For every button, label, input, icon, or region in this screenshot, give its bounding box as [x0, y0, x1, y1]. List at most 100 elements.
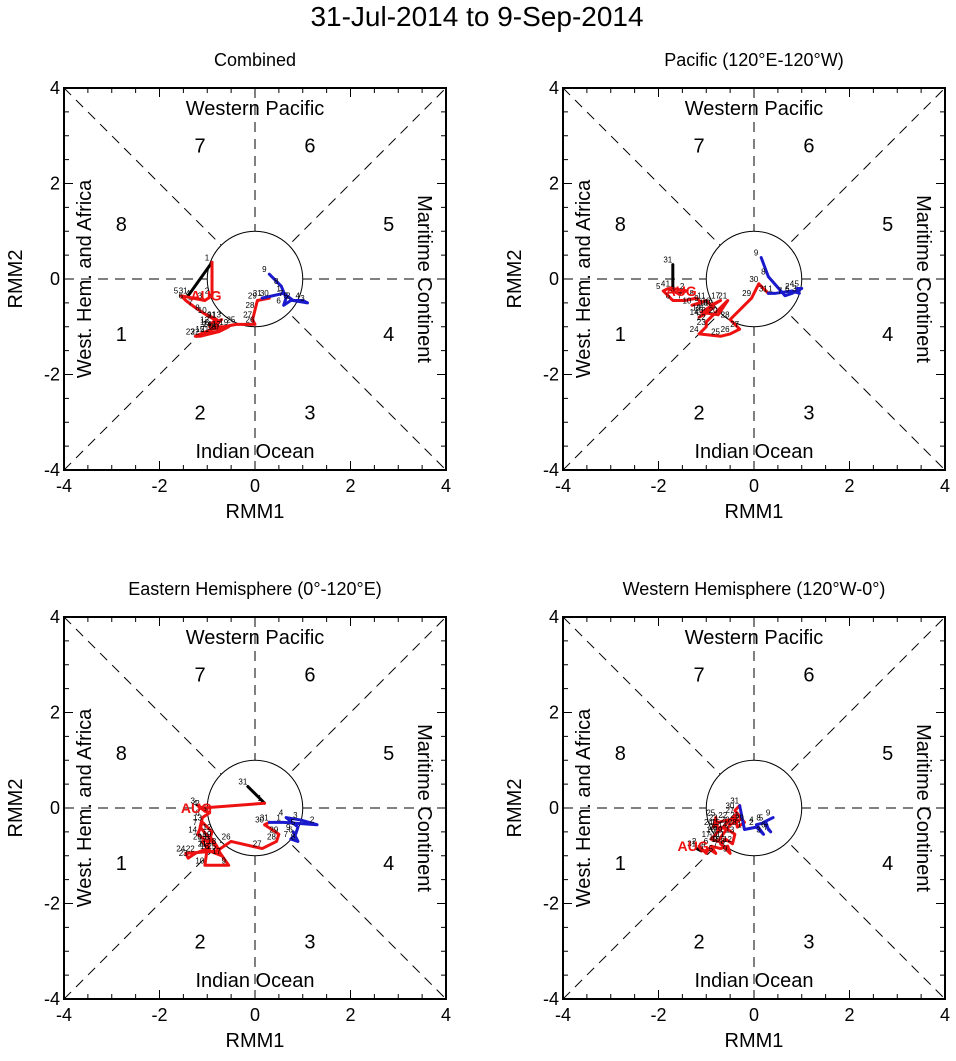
day-label: 28 [267, 832, 276, 841]
day-label: 6 [666, 291, 671, 300]
day-label: 3 [300, 294, 305, 303]
day-label: 7 [763, 823, 768, 832]
day-label: 17 [702, 830, 711, 839]
day-label: 19 [692, 303, 701, 312]
day-label: 20 [709, 306, 718, 315]
day-label: 7 [284, 830, 289, 839]
y-axis-label: RMM2 [5, 250, 27, 309]
x-axis-label: RMM1 [725, 501, 784, 523]
day-label: 28 [246, 301, 255, 310]
day-label: 30 [260, 289, 269, 298]
phase-number: 4 [383, 853, 394, 875]
day-label: 8 [761, 268, 766, 277]
day-label: 8 [205, 832, 210, 841]
region-label-left: West. Hem. and Africa [573, 179, 595, 378]
day-label: 13 [193, 813, 202, 822]
panel-title: Western Hemisphere (120°W-0°) [623, 579, 886, 599]
day-label: 9 [262, 265, 267, 274]
series-line-aug [661, 282, 770, 338]
x-tick-label: 4 [441, 476, 451, 496]
series-line-sep [260, 272, 310, 307]
day-label: 3 [190, 797, 195, 806]
day-label: 6 [179, 291, 184, 300]
day-label: 12 [203, 823, 212, 832]
day-label: 2 [286, 291, 291, 300]
day-label: 11 [198, 840, 207, 849]
day-label: 8 [291, 832, 296, 841]
region-label-bottom: Indian Ocean [695, 441, 814, 463]
day-label: 8 [756, 813, 761, 822]
day-label: 18 [207, 837, 216, 846]
y-tick-label: 4 [50, 78, 60, 98]
day-label: 12 [704, 299, 713, 308]
series-line-jul [186, 260, 214, 298]
day-label: 17 [212, 320, 221, 329]
chart-panel-4: Western Hemisphere (120°W-0°) -4-4 -2 -2 0 0 2… [504, 579, 950, 1052]
day-label: 14 [203, 320, 212, 329]
day-label: 5 [759, 813, 764, 822]
day-label: 2 [195, 799, 200, 808]
phase-number: 2 [195, 403, 206, 425]
chart-panel-3: Eastern Hemisphere (0°-120°E) -4-4 -2 -2 0 0 2… [5, 579, 451, 1052]
y-tick-label: -2 [543, 894, 559, 914]
day-label: 14 [188, 825, 197, 834]
axis-ticks [63, 87, 447, 471]
region-label-left: West. Hem. and Africa [573, 708, 595, 907]
day-label: 29 [269, 825, 278, 834]
x-tick-label: 0 [749, 1005, 759, 1025]
x-axis-label: RMM1 [226, 1030, 285, 1052]
day-label: 20 [210, 323, 219, 332]
series-line-aug [179, 260, 271, 338]
x-tick-label: -2 [151, 1005, 167, 1025]
day-label: 3 [670, 284, 675, 293]
diagonal-line [63, 616, 447, 1000]
diagonal-line [63, 616, 447, 1000]
x-axis-label: RMM1 [226, 501, 285, 523]
day-label: 19 [203, 830, 212, 839]
day-label: 15 [711, 818, 720, 827]
phase-number: 5 [383, 214, 394, 236]
phase-number: 2 [195, 932, 206, 954]
series-line-sep [738, 804, 775, 836]
day-label: 3 [699, 844, 704, 853]
region-label-right: Maritime Continent [413, 195, 435, 363]
phase-number: 8 [116, 214, 127, 236]
phase-number: 6 [803, 664, 814, 686]
day-label: 29 [248, 291, 257, 300]
day-label: 24 [690, 325, 699, 334]
y-tick-label: 0 [50, 798, 60, 818]
x-axis-label: RMM1 [725, 1030, 784, 1052]
axis-ticks [562, 87, 946, 471]
day-label: 22 [186, 844, 195, 853]
y-tick-label: 2 [50, 703, 60, 723]
series-line-aug [184, 801, 281, 867]
chart-panel-2: Pacific (120°E-120°W)-4-4-2-2002244RMM1R… [504, 50, 950, 523]
phase-number: 5 [882, 214, 893, 236]
day-label: 24 [704, 818, 713, 827]
region-label-bottom: Indian Ocean [196, 970, 315, 992]
day-label: 17 [212, 847, 221, 856]
day-label: 4 [186, 289, 191, 298]
day-label: 7 [778, 287, 783, 296]
region-label-right: Maritime Continent [912, 195, 934, 363]
day-label: 15 [697, 303, 706, 312]
phase-number: 6 [304, 135, 315, 157]
day-label: 4 [661, 280, 666, 289]
phase-number: 8 [615, 214, 626, 236]
day-label: 6 [288, 825, 293, 834]
phase-number: 5 [882, 743, 893, 765]
phase-number: 3 [803, 403, 814, 425]
day-label: 16 [702, 296, 711, 305]
day-label: 29 [742, 289, 751, 298]
y-tick-label: -4 [543, 460, 559, 480]
day-label: 3 [293, 811, 298, 820]
panel-title: Combined [214, 50, 296, 70]
region-label-top: Western Pacific [186, 627, 325, 649]
day-label: 31 [179, 287, 188, 296]
phase-number: 8 [615, 743, 626, 765]
phase-number: 7 [195, 135, 206, 157]
day-label: 7 [188, 299, 193, 308]
phase-number: 8 [116, 743, 127, 765]
